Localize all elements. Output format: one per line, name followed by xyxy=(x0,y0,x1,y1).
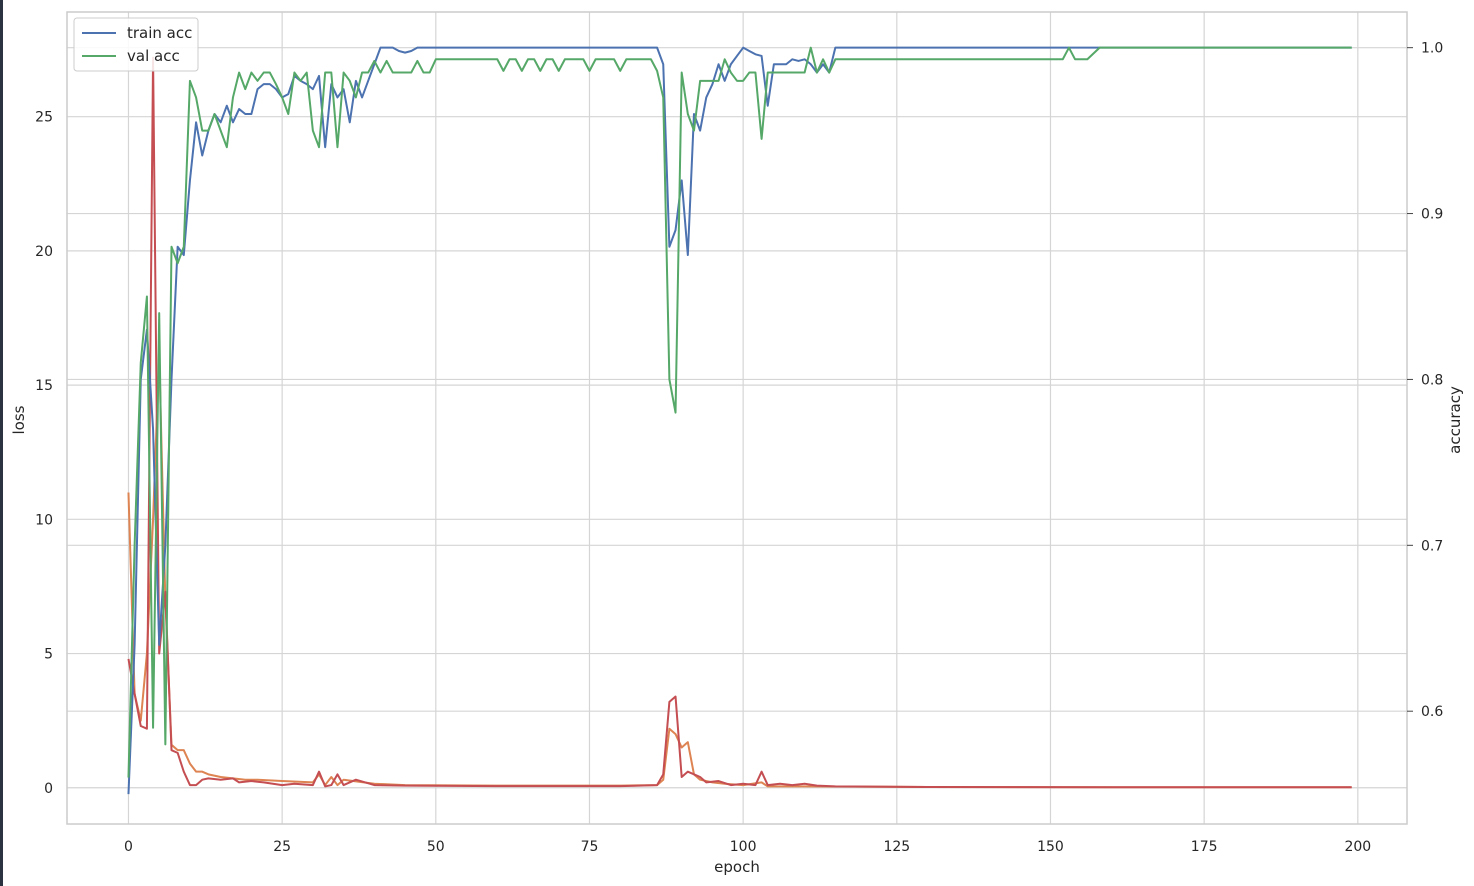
series-line-loss-series-2 xyxy=(127,351,1352,789)
right-tick-label: 0.8 xyxy=(1421,372,1443,388)
left-tick-label: 10 xyxy=(35,512,53,528)
x-tick-label: 0 xyxy=(124,839,133,855)
x-axis-label: epoch xyxy=(714,858,760,876)
right-tick-label: 0.6 xyxy=(1421,704,1443,720)
x-tick-label: 200 xyxy=(1344,839,1371,855)
x-tick-label: 150 xyxy=(1037,839,1064,855)
right-axis-label: accuracy xyxy=(1446,386,1464,454)
legend-label-train-acc: train acc xyxy=(127,24,192,42)
right-tick-label: 0.7 xyxy=(1421,538,1443,554)
x-tick-label: 125 xyxy=(883,839,910,855)
legend-box xyxy=(73,17,199,72)
x-tick-label: 100 xyxy=(730,839,757,855)
plot-frame xyxy=(66,11,1408,825)
series-lines xyxy=(127,46,1352,795)
x-tick-label: 175 xyxy=(1191,839,1218,855)
right-tick-label: 1.0 xyxy=(1421,41,1443,57)
window-edge xyxy=(0,0,3,886)
right-tick-label: 0.9 xyxy=(1421,207,1443,223)
legend: train acc val acc xyxy=(73,17,199,72)
x-tick-label: 75 xyxy=(581,839,599,855)
x-tick-label: 25 xyxy=(273,839,291,855)
x-tick-label: 50 xyxy=(427,839,445,855)
series-line-loss-series-3 xyxy=(127,56,1352,789)
left-tick-label: 0 xyxy=(44,781,53,797)
left-tick-label: 25 xyxy=(35,110,53,126)
left-tick-label: 5 xyxy=(44,647,53,663)
left-tick-label: 15 xyxy=(35,378,53,394)
tick-labels: 0 25 50 75 100 125 150 175 200 0 5 10 15 20 25 0.6 0.7 0.… xyxy=(35,41,1443,855)
series-line-train-acc xyxy=(127,46,1352,795)
left-axis-label: loss xyxy=(10,405,28,434)
left-tick-label: 20 xyxy=(35,244,53,260)
grid xyxy=(67,12,1407,824)
legend-label-val-acc: val acc xyxy=(127,47,180,65)
series-line-val-acc xyxy=(127,46,1352,778)
